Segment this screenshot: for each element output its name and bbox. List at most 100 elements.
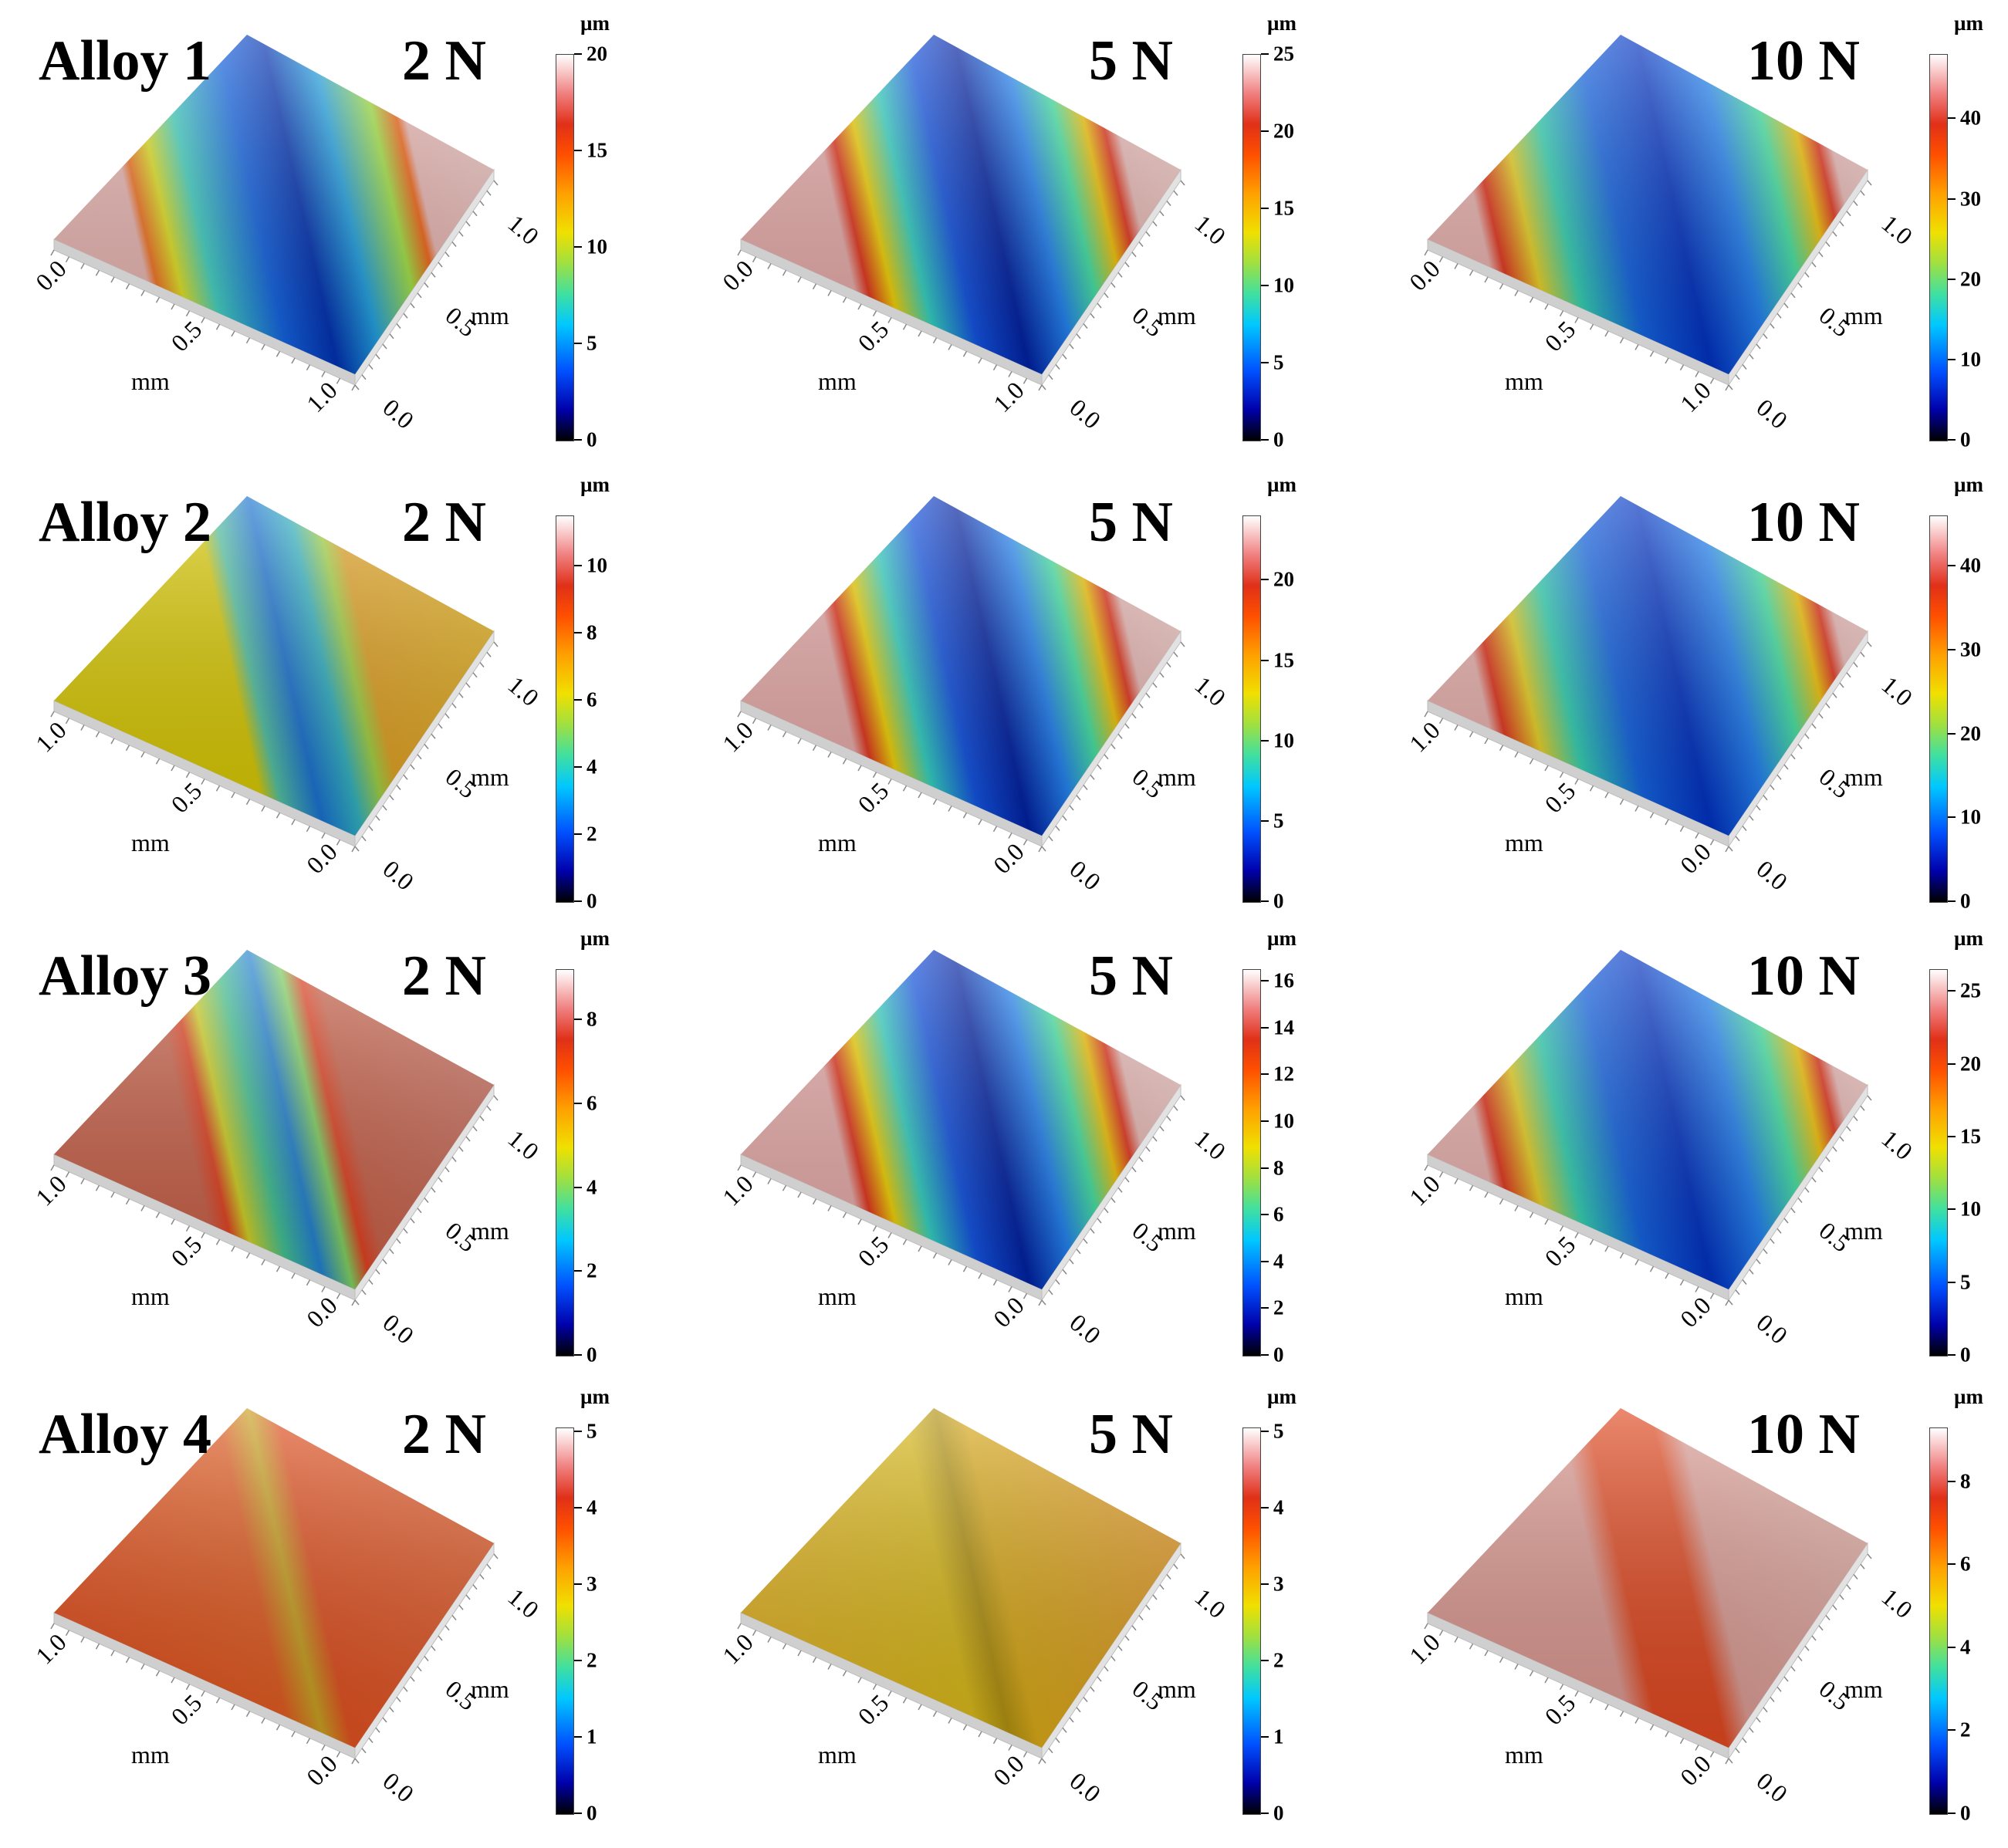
x-axis-unit: mm bbox=[1505, 1741, 1543, 1769]
colorbar-tick bbox=[1261, 1073, 1269, 1076]
colorbar-tick bbox=[1261, 1167, 1269, 1169]
colorbar-tick-label: 10 bbox=[1273, 273, 1294, 297]
axis-tick bbox=[887, 1232, 892, 1238]
axis-tick bbox=[1665, 1272, 1669, 1279]
axis-tick bbox=[782, 1184, 787, 1191]
colorbar-tick-label: 2 bbox=[1273, 1648, 1284, 1672]
colorbar-tick bbox=[1948, 1063, 1956, 1065]
colorbar-tick-label: 2 bbox=[587, 1258, 597, 1282]
y-tick-label: 0.0 bbox=[378, 855, 420, 896]
axis-tick bbox=[1574, 779, 1579, 785]
x-tick-label: 0.0 bbox=[988, 1749, 1029, 1791]
load-label: 10 N bbox=[1747, 29, 1860, 93]
axis-tick bbox=[1649, 350, 1655, 357]
axis-tick bbox=[1097, 302, 1102, 309]
colorbar-tick bbox=[574, 833, 582, 836]
x-tick-label: 1.0 bbox=[30, 1170, 72, 1211]
axis-tick bbox=[1438, 1630, 1444, 1637]
colorbar-tick-label: 0 bbox=[1960, 427, 1971, 451]
axis-tick bbox=[382, 1717, 387, 1723]
axis-tick bbox=[812, 1657, 817, 1664]
axis-tick bbox=[1574, 1691, 1579, 1697]
x-tick-label: 1.0 bbox=[717, 716, 759, 758]
colorbar-tick-label: 10 bbox=[1960, 805, 1981, 829]
colorbar-tick-label: 0 bbox=[1273, 1343, 1284, 1367]
x-tick-label: 1.0 bbox=[1404, 1628, 1445, 1670]
axis-tick bbox=[1589, 1697, 1594, 1704]
y-tick-label: 1.0 bbox=[503, 1124, 540, 1165]
x-tick-label: 0.0 bbox=[30, 255, 72, 296]
axis-tick bbox=[445, 1167, 450, 1173]
colorbar-tick bbox=[1261, 1120, 1269, 1122]
axis-tick bbox=[351, 846, 356, 853]
axis-tick bbox=[1783, 1676, 1789, 1682]
axis-tick bbox=[1839, 221, 1844, 227]
colorbar-tick bbox=[1261, 579, 1269, 581]
axis-tick bbox=[472, 1126, 478, 1132]
axis-tick bbox=[1069, 1717, 1074, 1723]
axis-tick bbox=[1811, 1177, 1817, 1183]
y-tick-label: 0.0 bbox=[1065, 855, 1107, 896]
axis-tick bbox=[1860, 1105, 1865, 1111]
axis-tick bbox=[1846, 1584, 1851, 1590]
axis-tick bbox=[472, 1584, 478, 1590]
axis-tick bbox=[1438, 718, 1444, 725]
y-axis-unit: mm bbox=[1844, 763, 1883, 791]
axis-tick bbox=[1166, 201, 1171, 206]
axis-tick bbox=[1152, 682, 1158, 688]
axis-tick bbox=[445, 713, 450, 719]
axis-tick bbox=[1825, 242, 1831, 247]
axis-tick bbox=[80, 263, 85, 269]
x-tick-label: 0.0 bbox=[1675, 1291, 1716, 1333]
colorbar-tick bbox=[1948, 1135, 1956, 1137]
axis-tick bbox=[752, 1630, 757, 1637]
colorbar-tick-label: 6 bbox=[1273, 1202, 1284, 1226]
axis-tick bbox=[1083, 785, 1088, 790]
load-label: 5 N bbox=[1089, 944, 1173, 1008]
axis-tick bbox=[827, 290, 832, 296]
axis-tick bbox=[1454, 1178, 1459, 1184]
axis-tick bbox=[1008, 1286, 1012, 1292]
axis-tick bbox=[245, 799, 251, 806]
axis-tick bbox=[1062, 815, 1067, 821]
colorbar-tick-label: 6 bbox=[587, 1091, 597, 1115]
axis-tick bbox=[1023, 839, 1028, 846]
axis-tick bbox=[932, 1252, 938, 1259]
axis-tick bbox=[1679, 1738, 1685, 1745]
axis-tick bbox=[1725, 846, 1729, 853]
colorbar-tick-label: 0 bbox=[1960, 889, 1971, 913]
axis-tick bbox=[368, 364, 374, 370]
colorbar-tick bbox=[574, 766, 582, 769]
colorbar-tick bbox=[1261, 739, 1269, 742]
axis-tick bbox=[458, 1604, 464, 1610]
colorbar-tick-label: 20 bbox=[587, 42, 607, 66]
axis-tick bbox=[1756, 1258, 1761, 1265]
axis-tick bbox=[424, 1656, 429, 1661]
x-tick-label: 0.0 bbox=[301, 1291, 343, 1333]
axis-tick bbox=[361, 374, 367, 380]
axis-tick bbox=[231, 1704, 235, 1711]
axis-tick bbox=[737, 711, 742, 718]
axis-tick bbox=[857, 1218, 862, 1225]
axis-tick bbox=[465, 1594, 471, 1600]
axis-tick bbox=[171, 1218, 175, 1225]
axis-tick bbox=[902, 1697, 908, 1704]
colorbar-tick bbox=[574, 1735, 582, 1738]
surface-shading bbox=[1428, 1408, 1868, 1748]
colorbar-gradient bbox=[556, 1427, 574, 1815]
axis-tick bbox=[812, 1198, 817, 1205]
axis-tick bbox=[389, 333, 394, 340]
x-tick-label: 0.5 bbox=[1539, 1231, 1580, 1272]
axis-tick bbox=[1679, 364, 1685, 371]
axis-tick bbox=[472, 672, 478, 678]
colorbar-tick bbox=[1261, 900, 1269, 902]
axis-tick bbox=[245, 1711, 251, 1718]
axis-tick bbox=[389, 1248, 394, 1255]
axis-tick bbox=[1735, 836, 1740, 842]
colorbar-tick-label: 0 bbox=[1960, 1343, 1971, 1367]
axis-tick bbox=[1770, 785, 1775, 790]
axis-tick bbox=[918, 330, 922, 337]
